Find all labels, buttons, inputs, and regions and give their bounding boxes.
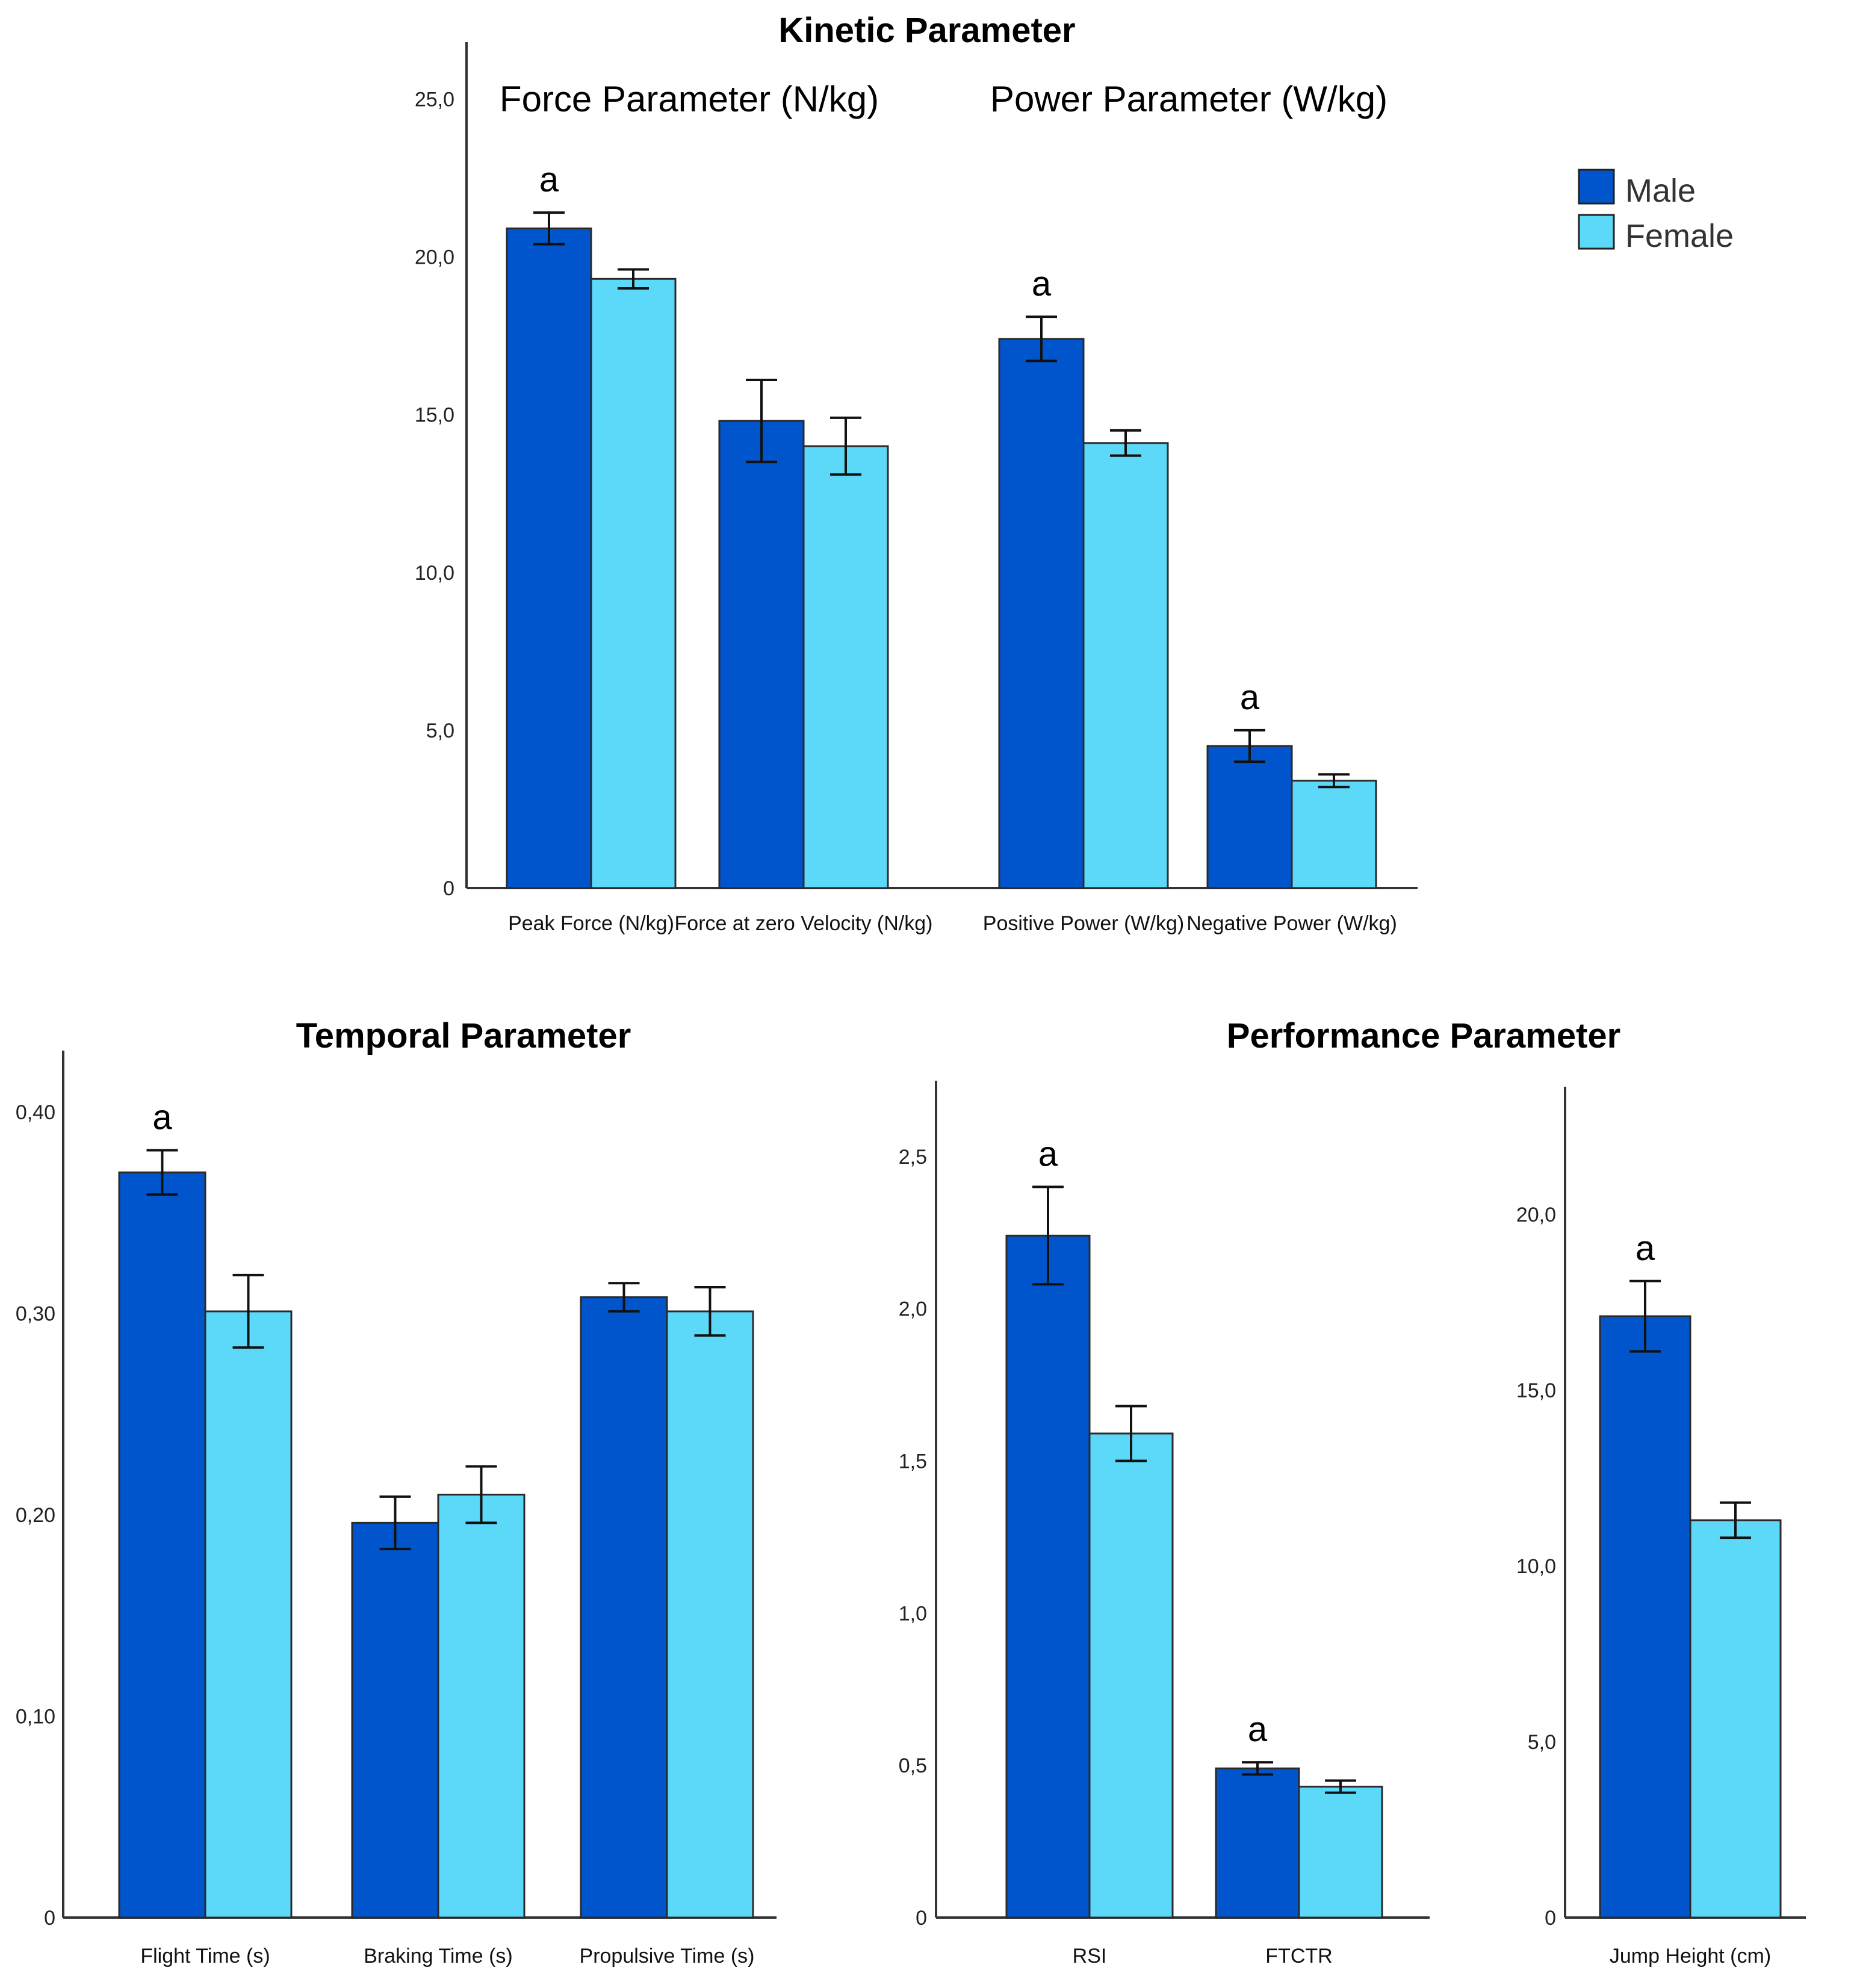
error-bar [618,268,649,290]
error-bar [1720,1501,1751,1539]
bar-female [437,1494,526,1919]
significance-label: a [1032,264,1052,303]
category-label: Positive Power (W/kg) [983,912,1184,935]
bar-male [1005,1234,1091,1919]
power-group-label: Power Parameter (W/kg) [990,79,1387,119]
bar-male [998,338,1085,889]
y-tick-label: 1,5 [899,1450,927,1473]
significance-label: a [1038,1134,1058,1173]
error-bar [1115,1405,1147,1462]
y-tick-label: 20,0 [415,246,454,269]
bar-male [580,1296,668,1919]
error-bar [1026,315,1057,362]
y-tick-label: 0,20 [16,1504,55,1527]
y-tick-label: 0,5 [899,1754,927,1777]
category-label: Flight Time (s) [140,1945,270,1968]
category-label: Peak Force (N/kg) [508,912,674,935]
bar-female [1689,1519,1782,1919]
bar-female [1291,780,1377,889]
error-bar [1110,429,1141,457]
error-bar [232,1273,264,1349]
bar-male [1599,1315,1691,1919]
y-tick-label: 10,0 [415,562,454,585]
bar-female [1298,1786,1383,1919]
category-label: FTCTR [1265,1945,1332,1968]
category-label: Negative Power (W/kg) [1186,912,1397,935]
y-tick-label: 0 [443,877,454,900]
y-tick-label: 2,0 [899,1298,927,1321]
bar-male [506,227,592,889]
legend-label-male: Male [1625,173,1696,209]
temporal-title: Temporal Parameter [296,1016,631,1055]
performance-title: Performance Parameter [1227,1016,1620,1055]
bar-female [802,445,889,889]
significance-label: a [539,160,559,199]
significance-label: a [1248,1710,1268,1749]
y-tick-label: 5,0 [1528,1731,1556,1754]
bar-male [118,1171,206,1919]
y-tick-label: 10,0 [1516,1555,1556,1578]
error-bar [1234,728,1265,763]
y-tick-label: 25,0 [415,88,454,111]
bar-male [1215,1767,1300,1919]
bar-female [590,278,677,889]
category-label: Braking Time (s) [364,1945,513,1968]
error-bar [465,1465,497,1524]
error-bar [830,416,861,476]
bar-female [1082,442,1169,889]
y-tick-label: 0 [1545,1907,1556,1930]
error-bar [533,211,565,246]
error-bar [1242,1761,1273,1776]
bar-female [204,1310,293,1919]
error-bar [1318,773,1350,789]
bar-male [351,1521,439,1919]
category-label: Force at zero Velocity (N/kg) [675,912,933,935]
error-bar [146,1149,178,1196]
y-tick-label: 15,0 [415,404,454,427]
significance-label: a [152,1098,172,1137]
y-tick-label: 20,0 [1516,1204,1556,1226]
y-tick-label: 1,0 [899,1602,927,1625]
legend-swatch-female [1578,214,1615,250]
error-bar [379,1495,411,1550]
significance-label: a [1636,1229,1655,1268]
y-tick-label: 5,0 [426,719,454,742]
y-tick-label: 0,10 [16,1705,55,1728]
rsi-ftctr-chart: 0 0,5 1,0 1,5 2,0 2,5 a RSI a FTCTR [899,1081,1430,1968]
category-label: Jump Height (cm) [1610,1945,1771,1968]
bar-female [666,1310,754,1919]
error-bar [1629,1279,1661,1353]
category-label: RSI [1073,1945,1107,1968]
jump-height-chart: 0 5,0 10,0 15,0 20,0 a Jump Height (cm) [1516,1087,1806,1968]
bar-male [1206,745,1293,889]
temporal-chart: 0 0,10 0,20 0,30 0,40 a Flight Time (s) Braking… [16,1051,777,1968]
error-bar [608,1282,640,1313]
force-group-label: Force Parameter (N/kg) [500,79,879,119]
y-tick-label: 0 [916,1907,927,1930]
bar-male [718,420,805,889]
legend-label-female: Female [1625,218,1734,254]
y-tick-label: 0,40 [16,1101,55,1124]
y-tick-label: 0,30 [16,1302,55,1325]
legend: Male Female [1578,169,1734,254]
significance-label: a [1240,678,1260,717]
kinetic-title: Kinetic Parameter [778,11,1075,50]
error-bar [1032,1185,1064,1286]
y-tick-label: 0 [44,1907,55,1930]
error-bar [694,1285,726,1337]
y-tick-label: 2,5 [899,1146,927,1169]
error-bar [746,378,777,464]
bar-female [1088,1432,1174,1919]
category-label: Propulsive Time (s) [580,1945,755,1968]
error-bar [1325,1779,1356,1794]
y-tick-label: 15,0 [1516,1379,1556,1402]
legend-swatch-male [1578,169,1615,205]
